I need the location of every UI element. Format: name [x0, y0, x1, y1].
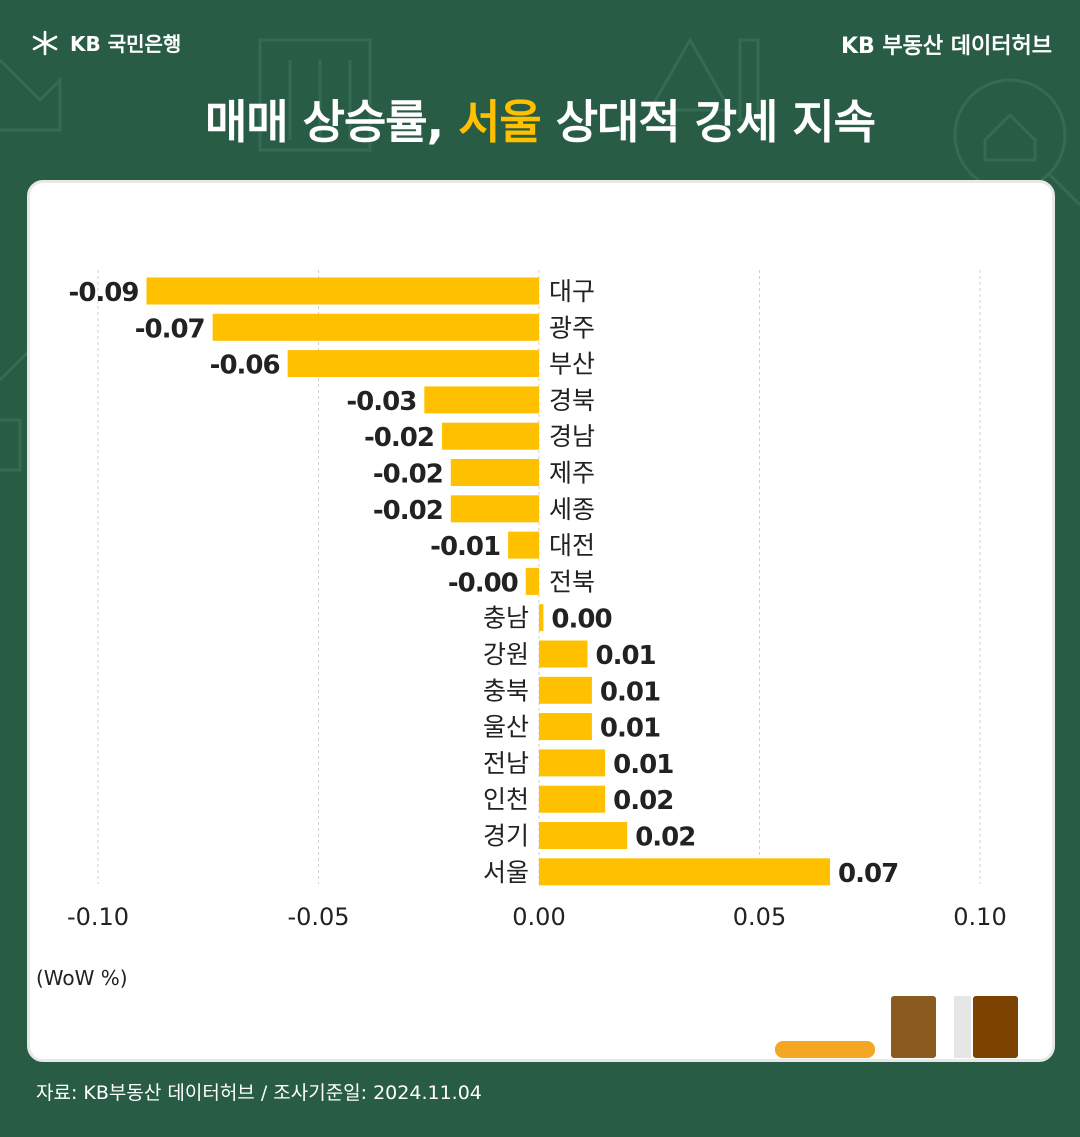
bar	[539, 785, 606, 813]
bar	[539, 640, 588, 668]
books-illustration	[775, 996, 1018, 1058]
data-label: 0.01	[596, 641, 656, 671]
star-icon	[32, 30, 58, 55]
x-tick-label: 0.05	[733, 903, 786, 931]
category-label: 전북	[549, 567, 595, 596]
category-label: 제주	[549, 459, 595, 488]
data-label: -0.09	[69, 278, 139, 308]
bar	[508, 531, 539, 559]
category-label: 충남	[483, 604, 529, 633]
page-title: 매매 상승률, 서울 상대적 강세 지속	[0, 86, 1080, 152]
title-highlight: 서울	[458, 95, 542, 149]
title-part1: 매매 상승률,	[204, 95, 444, 149]
data-label: 0.07	[838, 859, 898, 889]
data-label: -0.07	[135, 314, 205, 344]
bar	[146, 277, 539, 305]
logo-text: KB 국민은행	[70, 32, 182, 56]
category-label: 경기	[483, 822, 529, 851]
data-label: 0.02	[613, 786, 673, 816]
category-label: 광주	[549, 313, 595, 342]
category-label: 경남	[549, 422, 595, 451]
data-label: -0.01	[430, 532, 500, 562]
category-label: 부산	[549, 350, 595, 379]
bar	[539, 604, 544, 632]
unit-label: (WoW %)	[36, 966, 128, 990]
bar	[525, 567, 539, 595]
bar	[450, 495, 539, 523]
bar	[450, 459, 539, 486]
bar	[539, 858, 831, 886]
data-label: 0.02	[635, 823, 695, 853]
data-label: -0.03	[346, 387, 416, 417]
x-tick-label: -0.05	[287, 903, 349, 931]
bar	[539, 713, 592, 741]
category-label: 세종	[549, 495, 595, 524]
x-tick-label: 0.10	[953, 903, 1006, 931]
category-label: 대전	[549, 531, 595, 560]
data-label: 0.00	[551, 605, 611, 635]
data-label: 0.01	[600, 677, 660, 707]
data-label: -0.00	[448, 568, 518, 598]
category-label: 충북	[483, 676, 529, 705]
x-tick-label: 0.00	[512, 903, 565, 931]
bar	[287, 350, 539, 378]
bar	[424, 386, 539, 414]
category-label: 울산	[483, 713, 529, 742]
bar	[539, 749, 606, 777]
data-label: -0.02	[373, 496, 443, 526]
category-label: 전남	[483, 749, 529, 778]
kb-logo: KB 국민은행	[28, 28, 181, 57]
data-hub-label: KB 부동산 데이터허브	[840, 34, 1052, 59]
title-part2: 상대적 강세 지속	[555, 95, 876, 149]
category-label: 대구	[549, 277, 595, 306]
data-label: -0.02	[364, 423, 434, 453]
category-label: 경북	[549, 386, 595, 415]
data-label: -0.06	[210, 351, 280, 381]
category-label: 인천	[483, 785, 529, 814]
bar	[441, 422, 539, 450]
category-label: 강원	[483, 640, 529, 669]
bar	[212, 313, 539, 341]
data-label: 0.01	[600, 714, 660, 744]
bar	[539, 676, 592, 704]
category-label: 서울	[483, 858, 529, 887]
bar	[539, 822, 628, 849]
data-label: -0.02	[373, 460, 443, 490]
data-label: 0.01	[613, 750, 673, 780]
source-note: 자료: KB부동산 데이터허브 / 조사기준일: 2024.11.04	[36, 1082, 482, 1104]
x-tick-label: -0.10	[67, 903, 129, 931]
